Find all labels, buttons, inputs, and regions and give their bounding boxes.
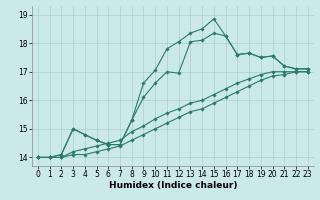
X-axis label: Humidex (Indice chaleur): Humidex (Indice chaleur) <box>108 181 237 190</box>
